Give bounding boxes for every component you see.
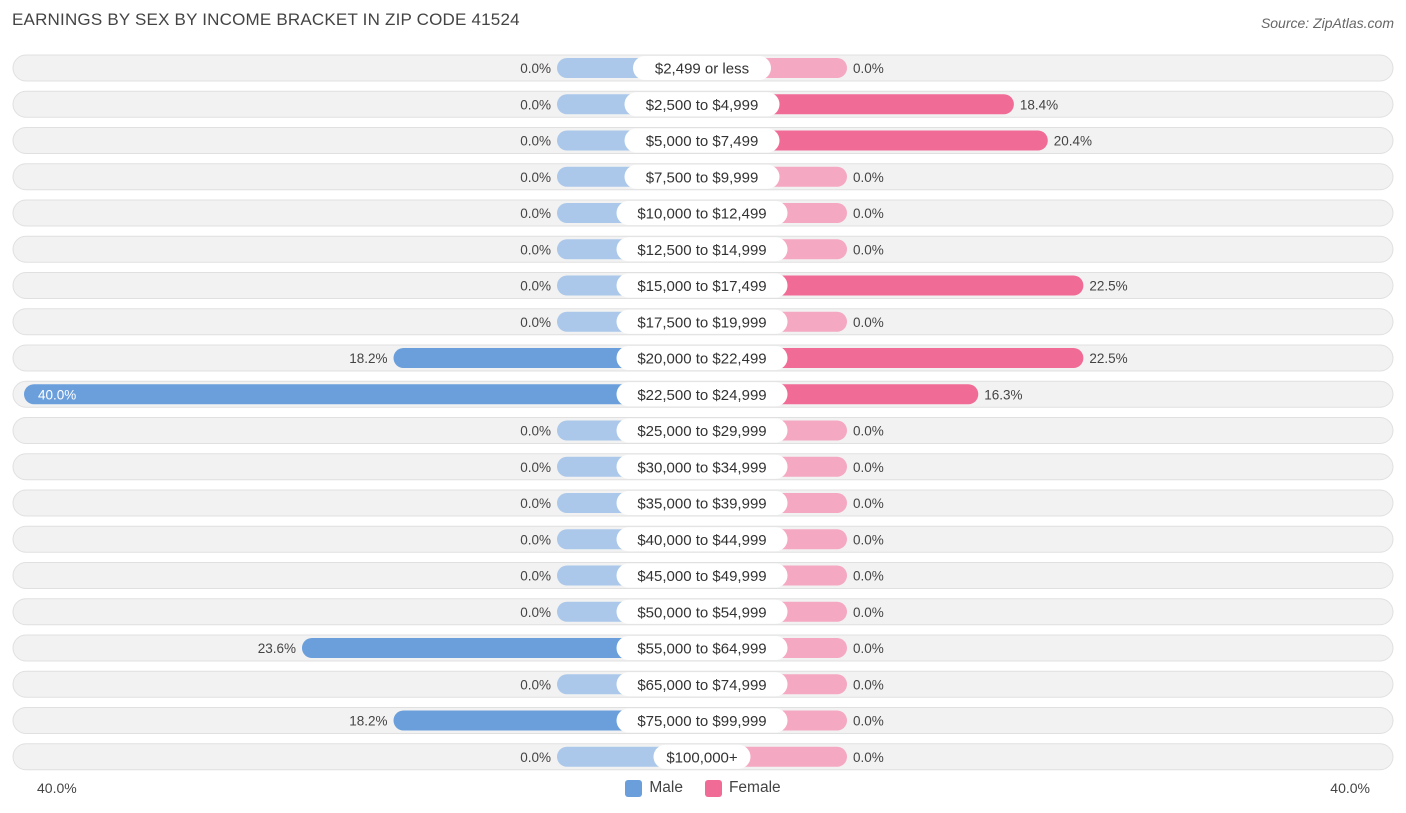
category-pill [616, 491, 788, 515]
female-value-label: 18.4% [1020, 97, 1058, 112]
female-value-label: 0.0% [853, 170, 884, 185]
female-value-label: 22.5% [1089, 279, 1127, 294]
category-label: $65,000 to $74,999 [637, 677, 766, 694]
category-pill [616, 418, 788, 443]
category-pill [653, 744, 751, 769]
male-bar [24, 384, 702, 405]
category-pill [616, 708, 788, 733]
category-label: $22,500 to $24,999 [637, 387, 766, 404]
source-label: Source: ZipAtlas.com [1260, 15, 1394, 31]
female-value-label: 0.0% [853, 424, 884, 439]
male-bar [301, 638, 702, 658]
male-value-label: 0.0% [520, 134, 551, 149]
chart-title: EARNINGS BY SEX BY INCOME BRACKET IN ZIP… [12, 10, 520, 29]
category-pill [624, 128, 780, 153]
legend-label-male: Male [649, 779, 683, 796]
category-label: $2,499 or less [655, 61, 749, 78]
category-pill [616, 563, 788, 588]
male-value-label: 0.0% [520, 206, 551, 221]
male-value-label: 18.2% [349, 351, 387, 366]
male-value-label: 0.0% [520, 460, 551, 475]
male-value-label: 0.0% [520, 97, 551, 112]
category-label: $7,500 to $9,999 [646, 169, 759, 186]
legend-swatch-female [704, 779, 722, 797]
category-pill [616, 309, 788, 334]
male-value-label: 0.0% [520, 496, 551, 511]
female-value-label: 20.4% [1054, 134, 1092, 149]
category-pill [624, 92, 780, 117]
category-pill [616, 237, 788, 262]
category-pill [633, 56, 771, 80]
category-label: $100,000+ [666, 749, 738, 766]
category-pill [616, 273, 788, 298]
female-value-label: 0.0% [853, 315, 884, 330]
female-value-label: 0.0% [853, 206, 884, 221]
category-label: $30,000 to $34,999 [637, 459, 766, 476]
female-bar [702, 275, 1084, 296]
male-value-label: 0.0% [520, 424, 551, 439]
male-value-label: 0.0% [520, 279, 551, 294]
female-value-label: 0.0% [853, 61, 884, 76]
female-value-label: 0.0% [853, 532, 884, 547]
legend: Male Female [0, 779, 1406, 797]
axis-right-label: 40.0% [1330, 780, 1370, 796]
male-value-label: 0.0% [520, 315, 551, 330]
female-value-label: 0.0% [853, 750, 884, 765]
category-label: $15,000 to $17,499 [637, 278, 766, 295]
category-pill [616, 454, 788, 479]
female-value-label: 0.0% [853, 641, 884, 656]
legend-item-female[interactable]: Female [704, 779, 781, 797]
category-label: $50,000 to $54,999 [637, 604, 766, 621]
category-label: $5,000 to $7,499 [646, 133, 759, 150]
category-pill [616, 382, 788, 407]
male-value-label: 0.0% [520, 532, 551, 547]
category-label: $45,000 to $49,999 [637, 568, 766, 585]
category-label: $75,000 to $99,999 [637, 713, 766, 730]
male-value-label: 0.0% [520, 605, 551, 620]
category-label: $20,000 to $22,499 [637, 351, 766, 368]
category-pill [616, 527, 788, 552]
female-value-label: 0.0% [853, 677, 884, 692]
legend-swatch-male [625, 779, 643, 797]
male-value-label: 23.6% [258, 641, 296, 656]
female-value-label: 0.0% [853, 605, 884, 620]
category-pill [616, 201, 788, 225]
female-value-label: 0.0% [853, 569, 884, 584]
female-value-label: 0.0% [853, 242, 884, 257]
category-label: $17,500 to $19,999 [637, 314, 766, 331]
category-label: $10,000 to $12,499 [637, 206, 766, 223]
female-value-label: 0.0% [853, 460, 884, 475]
category-label: $35,000 to $39,999 [637, 496, 766, 513]
male-value-label: 0.0% [520, 750, 551, 765]
category-pill [616, 599, 788, 624]
female-value-label: 0.0% [853, 714, 884, 729]
legend-label-female: Female [728, 779, 781, 796]
female-value-label: 0.0% [853, 496, 884, 511]
category-label: $25,000 to $29,999 [637, 423, 766, 440]
category-label: $2,500 to $4,999 [646, 97, 759, 114]
male-value-label: 0.0% [520, 242, 551, 257]
legend-item-male[interactable]: Male [625, 779, 683, 797]
male-value-label: 0.0% [520, 677, 551, 692]
category-pill [616, 636, 788, 660]
category-label: $55,000 to $64,999 [637, 641, 766, 658]
male-value-label: 0.0% [520, 61, 551, 76]
female-value-label: 22.5% [1089, 351, 1127, 366]
female-bar [702, 94, 1014, 115]
category-pill [616, 672, 788, 697]
axis-left-label: 40.0% [37, 780, 77, 796]
female-bar [702, 130, 1048, 151]
category-pill [616, 346, 788, 370]
male-value-label: 40.0% [38, 387, 76, 402]
male-value-label: 18.2% [349, 714, 387, 729]
category-label: $40,000 to $44,999 [637, 532, 766, 549]
female-value-label: 16.3% [984, 387, 1022, 402]
chart-canvas: 0.0% 0.0% $2,499 or less 0.0% 18.4% $2,500 to… [12, 54, 1394, 771]
male-value-label: 0.0% [520, 569, 551, 584]
category-label: $12,500 to $14,999 [637, 242, 766, 259]
female-bar [702, 348, 1084, 368]
category-pill [624, 164, 780, 189]
male-value-label: 0.0% [520, 170, 551, 185]
